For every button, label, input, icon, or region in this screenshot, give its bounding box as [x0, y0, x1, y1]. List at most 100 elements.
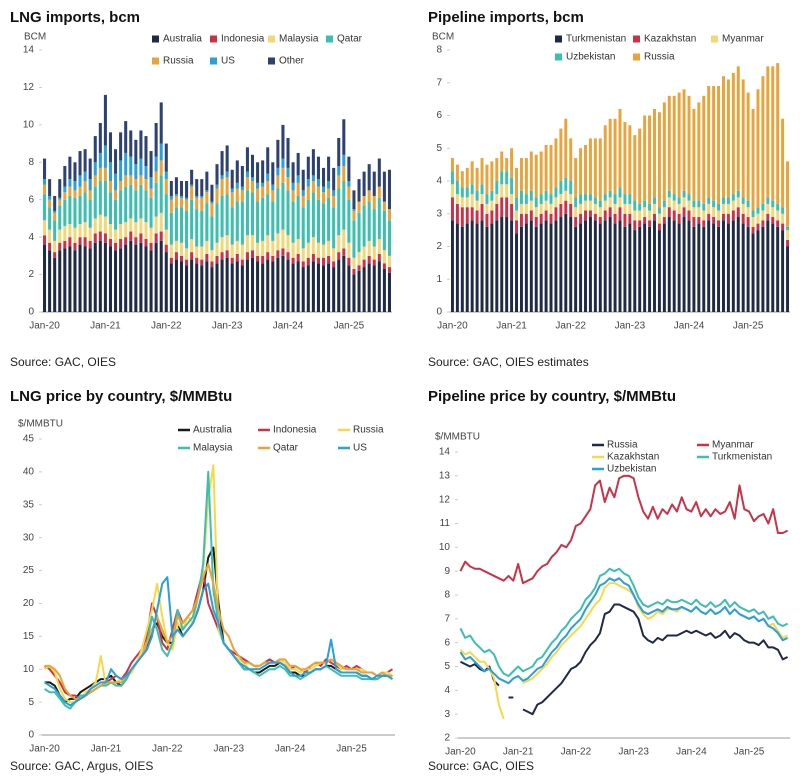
bar-segment	[519, 158, 523, 191]
bar-segment	[470, 220, 474, 312]
bar-segment	[53, 220, 57, 241]
bar-segment	[195, 263, 199, 312]
bar-segment	[185, 259, 189, 266]
bar-segment	[485, 164, 489, 195]
bar-segment	[195, 246, 199, 258]
bar-segment	[539, 203, 543, 214]
bar-segment	[337, 166, 341, 176]
chart-title: Pipeline imports, bcm	[428, 9, 584, 26]
bar-segment	[584, 200, 587, 211]
legend-label: Russia	[163, 56, 194, 67]
x-tick-label: Jan-21	[91, 744, 122, 755]
bar-segment	[48, 195, 52, 200]
bar-segment	[119, 224, 123, 240]
y-tick-label: 7	[444, 613, 450, 624]
bar-segment	[510, 177, 514, 195]
bar-segment	[539, 213, 543, 224]
bar-segment	[342, 181, 346, 230]
legend-label: Myanmar	[712, 440, 754, 451]
bar-segment	[707, 213, 711, 221]
bar-segment	[342, 248, 346, 256]
bar-segment	[682, 190, 686, 198]
bar-segment	[332, 267, 336, 312]
bar-segment	[662, 200, 666, 208]
legend-label: Kazakhstan	[644, 34, 696, 45]
bar-segment	[490, 161, 494, 191]
bar-segment	[240, 166, 244, 187]
bar-segment	[608, 207, 612, 218]
legend-swatch	[555, 35, 562, 43]
bar-segment	[98, 181, 102, 215]
bar-segment	[215, 188, 219, 204]
bar-segment	[736, 197, 740, 208]
bar-segment	[465, 167, 469, 188]
bar-segment	[296, 175, 300, 183]
bar-segment	[291, 257, 295, 264]
bar-segment	[225, 235, 229, 251]
bar-segment	[736, 217, 740, 312]
bar-segment	[261, 263, 265, 312]
bar-segment	[58, 250, 62, 312]
bar-segment	[271, 261, 275, 312]
bar-segment	[756, 207, 760, 214]
bar-segment	[367, 240, 371, 256]
bar-segment	[751, 108, 755, 211]
bar-segment	[58, 229, 62, 243]
bar-segment	[455, 181, 459, 195]
x-tick-label: Jan-25	[336, 744, 367, 755]
y-tick-label: 0	[28, 307, 34, 318]
bar-segment	[296, 253, 300, 262]
bar-segment	[450, 171, 454, 185]
bar-segment	[261, 182, 265, 187]
bar-segment	[164, 252, 168, 312]
bar-segment	[347, 156, 351, 181]
bar-segment	[200, 210, 204, 247]
bar-segment	[322, 203, 326, 245]
bar-segment	[382, 250, 386, 264]
bar-segment	[200, 195, 204, 198]
bar-segment	[515, 197, 518, 211]
bar-segment	[480, 184, 484, 195]
bar-segment	[306, 199, 310, 243]
bar-segment	[588, 200, 592, 211]
bar-segment	[510, 203, 514, 221]
bar-segment	[63, 192, 67, 200]
bar-segment	[225, 177, 229, 195]
bar-segment	[786, 246, 790, 312]
bar-segment	[169, 212, 173, 245]
y-tick-label: 0	[436, 307, 442, 318]
bar-segment	[83, 171, 87, 181]
source-note: Source: GAC, Argus, OIES	[10, 759, 153, 773]
bar-segment	[63, 240, 67, 249]
bar-segment	[475, 223, 479, 312]
bar-segment	[48, 199, 52, 208]
bar-segment	[235, 188, 239, 202]
bar-segment	[524, 223, 528, 312]
x-tick-label: Jan-20	[437, 321, 468, 332]
bar-segment	[628, 125, 632, 195]
bar-segment	[579, 203, 583, 214]
x-tick-label: Jan-23	[212, 321, 243, 332]
bar-segment	[144, 166, 148, 180]
bar-segment	[286, 177, 290, 191]
bar-segment	[638, 210, 642, 221]
bar-segment	[179, 255, 184, 262]
x-tick-label: Jan-24	[273, 321, 304, 332]
y-tick-label: 5	[436, 143, 442, 154]
bar-segment	[712, 86, 716, 201]
bar-segment	[485, 194, 489, 204]
bar-segment	[613, 223, 617, 312]
y-tick-label: 0	[28, 730, 34, 741]
bar-segment	[633, 135, 637, 201]
bar-segment	[529, 190, 533, 201]
bar-segment	[311, 175, 315, 181]
bar-segment	[200, 179, 204, 196]
bar-segment	[63, 248, 67, 312]
bar-segment	[261, 255, 265, 264]
bar-segment	[195, 179, 199, 196]
bar-segment	[692, 226, 696, 312]
bar-segment	[342, 255, 346, 312]
bar-segment	[154, 242, 158, 312]
bar-segment	[564, 190, 568, 201]
bar-segment	[337, 259, 341, 312]
